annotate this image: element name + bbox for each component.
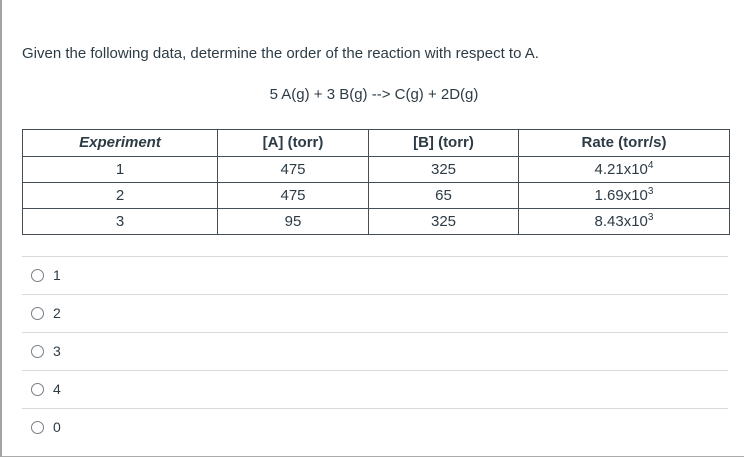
cell-experiment: 3 — [22, 207, 218, 235]
answer-option-4[interactable]: 4 — [22, 369, 728, 408]
table-header-a: [A] (torr) — [217, 128, 369, 157]
rate-base: 4.21x10 — [594, 160, 648, 178]
answer-options: 1 2 3 4 0 — [2, 255, 744, 446]
cell-rate: 8.43x103 — [518, 207, 730, 235]
radio-button-icon[interactable] — [31, 268, 44, 282]
answer-option-label: 4 — [53, 381, 61, 397]
rate-base: 1.69x10 — [594, 186, 648, 204]
answer-option-3[interactable]: 3 — [22, 331, 728, 370]
reaction-equation: 5 A(g) + 3 B(g) --> C(g) + 2D(g) — [269, 85, 479, 103]
radio-button-icon[interactable] — [31, 420, 44, 434]
table-row: 3 95 325 8.43x103 — [22, 207, 730, 235]
cell-experiment: 1 — [22, 155, 218, 183]
rate-exponent: 3 — [647, 185, 654, 197]
answer-option-label: 3 — [53, 343, 61, 359]
answer-option-1[interactable]: 1 — [22, 255, 728, 294]
table-header-experiment: Experiment — [22, 128, 218, 157]
answer-option-0[interactable]: 0 — [22, 407, 728, 446]
experiment-data-table: Experiment [A] (torr) [B] (torr) Rate (t… — [22, 128, 730, 235]
cell-a: 475 — [217, 155, 369, 183]
rate-exponent: 3 — [647, 211, 654, 223]
cell-b: 325 — [368, 207, 519, 235]
answer-option-label: 1 — [53, 267, 61, 283]
cell-a: 95 — [217, 207, 369, 235]
answer-option-label: 0 — [53, 419, 61, 435]
radio-button-icon[interactable] — [31, 382, 44, 396]
radio-button-icon[interactable] — [31, 306, 44, 320]
table-row: 2 475 65 1.69x103 — [22, 181, 730, 209]
table-header-row: Experiment [A] (torr) [B] (torr) Rate (t… — [22, 128, 730, 157]
answer-option-2[interactable]: 2 — [22, 293, 728, 332]
cell-b: 65 — [368, 181, 519, 209]
cell-rate: 4.21x104 — [518, 155, 730, 183]
table-header-b: [B] (torr) — [368, 128, 519, 157]
rate-exponent: 4 — [647, 159, 654, 171]
table-header-rate: Rate (torr/s) — [518, 128, 730, 157]
table-row: 1 475 325 4.21x104 — [22, 155, 730, 183]
rate-base: 8.43x10 — [594, 212, 648, 230]
answer-option-label: 2 — [53, 305, 61, 321]
cell-experiment: 2 — [22, 181, 218, 209]
radio-button-icon[interactable] — [31, 344, 44, 358]
cell-a: 475 — [217, 181, 369, 209]
question-text: Given the following data, determine the … — [22, 45, 539, 62]
cell-rate: 1.69x103 — [518, 181, 730, 209]
cell-b: 325 — [368, 155, 519, 183]
